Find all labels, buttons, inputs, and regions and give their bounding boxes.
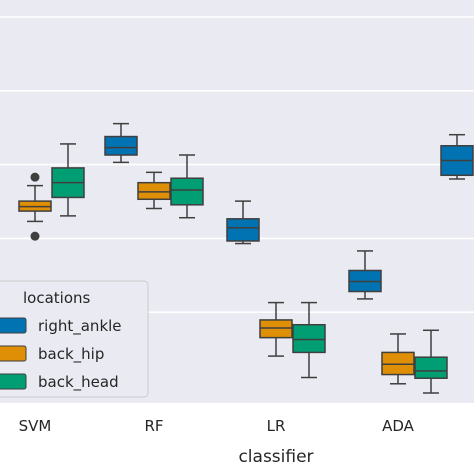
box-right-ankle (226, 200, 260, 245)
box-back-hip (137, 171, 171, 210)
x-tick-label: ADA (382, 417, 415, 435)
box-back-hip (259, 301, 293, 357)
box-back-hip (381, 333, 415, 385)
legend-swatch-right-ankle (0, 317, 27, 334)
box-back-head (51, 143, 85, 217)
legend: locations right_ankle back_hip back_head (0, 280, 149, 398)
x-tick-labels: SVM RF LR ADA (19, 417, 415, 435)
legend-label-back-hip: back_hip (38, 345, 104, 364)
box-iqr (414, 356, 448, 379)
legend-title: locations (23, 289, 91, 307)
box-back-head (170, 154, 204, 219)
boxes (18, 122, 474, 394)
x-axis-title: classifier (238, 447, 313, 467)
box-iqr (170, 177, 204, 206)
x-tick-label: LR (267, 417, 286, 435)
outlier-point (30, 231, 40, 241)
legend-swatch-back-hip (0, 345, 27, 362)
box-iqr (137, 181, 171, 201)
box-iqr (226, 218, 260, 242)
box-back-head (292, 301, 326, 379)
x-tick-label: RF (144, 417, 163, 435)
box-iqr (292, 323, 326, 354)
legend-frame (0, 280, 149, 398)
legend-swatch-back-head (0, 373, 27, 390)
box-right-ankle (348, 250, 382, 300)
box-right-ankle (104, 122, 138, 164)
outlier-point (30, 172, 40, 182)
legend-label-back-head: back_head (38, 373, 119, 392)
legend-label-right-ankle: right_ankle (38, 317, 122, 336)
box-back-hip (18, 172, 52, 241)
box-back-head (414, 329, 448, 394)
box-iqr (104, 135, 138, 156)
x-tick-label: SVM (19, 417, 52, 435)
box-right-ankle (440, 133, 474, 180)
